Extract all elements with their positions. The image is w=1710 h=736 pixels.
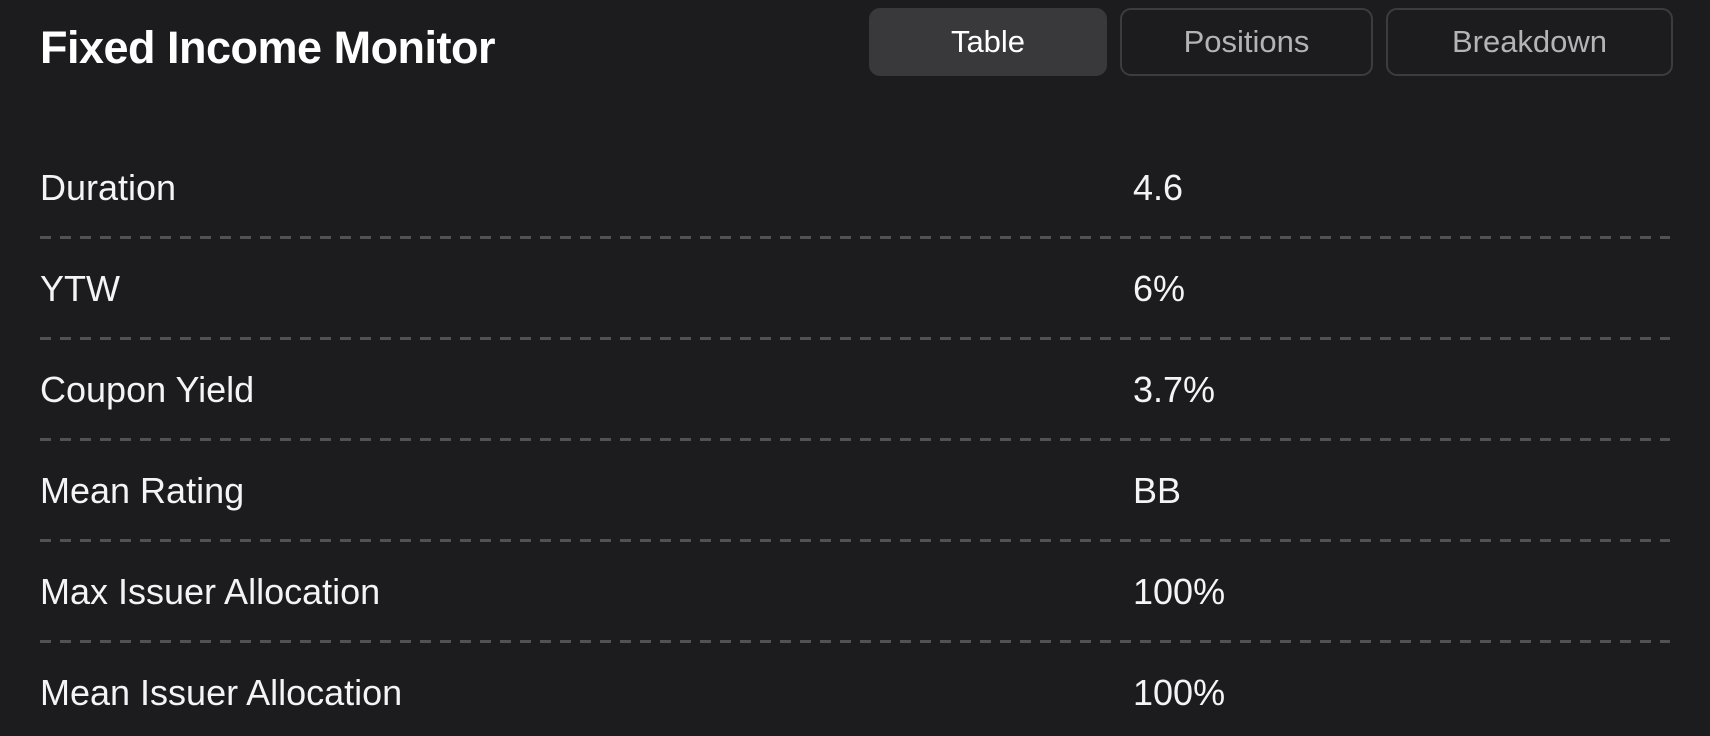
tab-breakdown[interactable]: Breakdown [1386,8,1673,76]
header: Fixed Income Monitor Table Positions Bre… [40,0,1673,84]
metric-label: Mean Rating [40,469,245,511]
metric-label: Mean Issuer Allocation [40,671,403,713]
page-title: Fixed Income Monitor [40,22,496,73]
metric-value: 3.7% [1133,368,1216,410]
table-row-mean-rating: Mean Rating BB [40,440,1670,542]
table-row-duration: Duration 4.6 [40,137,1670,239]
tab-positions[interactable]: Positions [1120,8,1373,76]
metric-value: 4.6 [1133,166,1184,208]
table-row-coupon-yield: Coupon Yield 3.7% [40,339,1670,441]
tab-label: Table [950,24,1026,59]
tab-label: Breakdown [1451,24,1608,59]
metric-value: 100% [1133,671,1226,713]
metric-label: Coupon Yield [40,368,255,410]
metric-label: Duration [40,166,177,208]
table-row-max-issuer-allocation: Max Issuer Allocation 100% [40,541,1670,643]
table-row-mean-issuer-allocation: Mean Issuer Allocation 100% [40,642,1670,736]
metric-value: 100% [1133,570,1226,612]
metric-label: YTW [40,267,120,309]
metric-label: Max Issuer Allocation [40,570,381,612]
table-row-ytw: YTW 6% [40,238,1670,340]
tab-label: Positions [1183,24,1310,59]
metric-value: BB [1133,469,1182,511]
tab-table[interactable]: Table [869,8,1107,76]
metrics-table: Duration 4.6 YTW 6% Coupon Yield 3.7% Me… [40,137,1670,736]
view-tab-group: Table Positions Breakdown [869,8,1673,76]
metric-value: 6% [1133,267,1186,309]
